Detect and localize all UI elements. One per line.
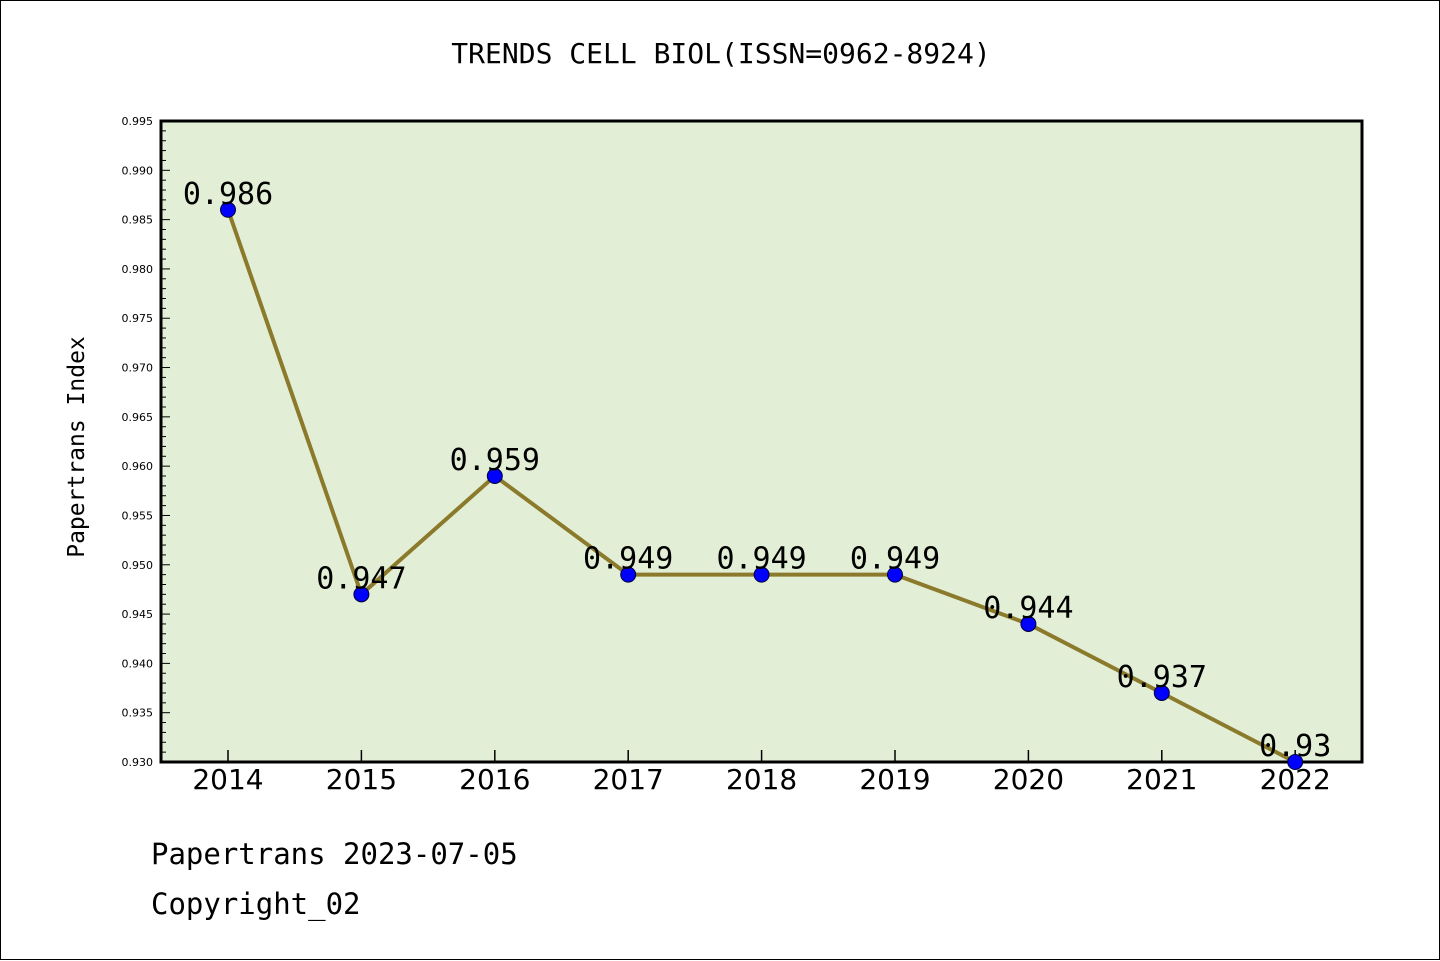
y-tick-label: 0.930: [122, 756, 154, 769]
data-point-marker: [1287, 754, 1304, 770]
data-point-marker: [753, 566, 770, 583]
y-tick-label: 0.965: [122, 411, 154, 424]
data-point-marker: [887, 566, 903, 583]
data-label: 0.949: [850, 542, 940, 577]
data-point-marker: [486, 468, 503, 485]
y-tick-label: 0.975: [122, 312, 154, 325]
data-label: 0.959: [450, 443, 540, 478]
chart-title: TRENDS CELL BIOL(ISSN=0962-8924): [451, 37, 991, 70]
x-tick-label: 2019: [859, 763, 930, 796]
data-point-marker: [1153, 684, 1170, 701]
y-tick-label: 0.960: [122, 460, 154, 473]
y-tick-label: 0.995: [122, 115, 154, 128]
x-tick-label: 2021: [1126, 763, 1197, 796]
data-label: 0.944: [983, 591, 1073, 626]
y-tick-label: 0.985: [122, 214, 154, 227]
x-tick-label: 2020: [993, 763, 1064, 796]
y-tick-label: 0.935: [122, 707, 154, 720]
data-label: 0.937: [1117, 660, 1207, 695]
y-tick-label: 0.970: [122, 362, 154, 375]
y-tick-label: 0.945: [122, 608, 154, 621]
y-tick-label: 0.955: [122, 509, 154, 522]
data-point-marker: [1020, 615, 1037, 632]
data-label: 0.947: [316, 561, 406, 596]
footer-date-text: Papertrans 2023-07-05: [151, 837, 518, 871]
data-point-marker: [353, 586, 370, 603]
data-label: 0.949: [716, 542, 806, 577]
data-label: 0.986: [183, 177, 273, 212]
data-label: 0.93: [1259, 729, 1331, 764]
y-tick-label: 0.990: [122, 164, 154, 177]
x-tick-label: 2017: [593, 763, 664, 796]
data-label: 0.949: [583, 542, 673, 577]
plot-frame: [159, 119, 1364, 764]
data-point-marker: [220, 201, 236, 218]
y-tick-label: 0.980: [122, 263, 154, 276]
footer-copyright-text: Copyright_02: [151, 887, 361, 921]
plot-area: [161, 121, 1362, 762]
y-tick-label: 0.940: [122, 657, 154, 670]
x-tick-label: 2014: [192, 763, 263, 796]
x-tick-label: 2018: [726, 763, 797, 796]
y-tick-label: 0.950: [122, 559, 154, 572]
data-point-marker: [620, 566, 637, 583]
x-tick-label: 2015: [326, 763, 397, 796]
x-tick-label: 2016: [459, 763, 530, 796]
